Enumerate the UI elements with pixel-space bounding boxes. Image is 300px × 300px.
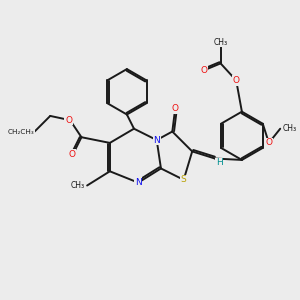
Text: N: N bbox=[153, 136, 160, 145]
Text: O: O bbox=[200, 66, 207, 75]
Text: O: O bbox=[233, 76, 240, 85]
Text: O: O bbox=[172, 104, 179, 113]
Text: CH₃: CH₃ bbox=[70, 181, 84, 190]
Text: O: O bbox=[68, 150, 75, 159]
Text: O: O bbox=[65, 116, 72, 125]
Text: CH₃: CH₃ bbox=[214, 38, 228, 46]
Text: S: S bbox=[181, 175, 187, 184]
Text: H: H bbox=[216, 158, 223, 167]
Text: CH₃: CH₃ bbox=[283, 124, 297, 133]
Text: O: O bbox=[266, 138, 272, 147]
Text: CH₂CH₃: CH₂CH₃ bbox=[8, 128, 34, 134]
Text: N: N bbox=[135, 178, 142, 187]
